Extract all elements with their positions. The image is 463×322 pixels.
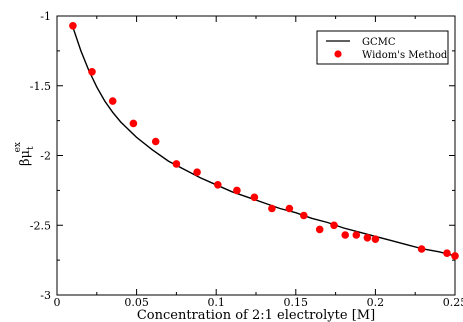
legend-box [316,30,449,65]
x-tick-label: 0.05 [124,296,149,309]
y-tick-label: -2 [40,150,51,163]
y-axis-ticks: -3 -2.5 -2 -1.5 -1 [30,10,455,302]
y-axis-title-base: βμ [18,150,33,166]
legend: GCMC Widom's Method [316,30,449,65]
x-tick-label: 0.2 [367,296,385,309]
x-axis-title: Concentration of 2:1 electrolyte [M] [137,308,375,322]
data-point-widom [341,231,350,239]
data-point-widom [330,221,338,230]
data-point-widom [300,211,308,220]
data-point-widom [129,119,138,128]
x-axis-ticks: 0 0.05 0.1 0.15 0.2 0.25 [54,16,463,309]
data-point-widom [363,234,372,242]
legend-label-gcmc: GCMC [362,37,396,48]
y-tick-label: -1.5 [30,80,51,93]
y-tick-label: -2.5 [30,219,51,232]
data-point-widom [108,97,117,105]
y-axis-title: βμtex [13,142,36,166]
data-point-widom [285,204,294,213]
y-axis-title-superscript: ex [13,142,23,152]
svg-text:βμtex: βμtex [13,142,36,166]
data-point-widom [172,160,181,168]
data-point-widom [250,193,259,202]
series-layer [69,22,459,260]
data-point-widom [69,22,77,30]
data-point-widom [451,252,459,260]
y-tick-label: -3 [40,289,51,302]
data-point-widom [417,245,426,253]
data-point-widom [315,225,324,234]
data-point-widom [352,231,361,239]
data-point-widom [214,181,222,189]
legend-label-widom: Widom's Method [362,50,448,61]
data-point-widom [233,186,241,195]
data-point-widom [268,204,276,213]
data-point-widom [151,137,160,146]
legend-marker-swatch-widom [334,50,342,58]
data-point-widom [193,168,201,176]
x-tick-label: 0.15 [284,296,309,309]
y-tick-label: -1 [40,10,51,23]
data-point-widom [88,68,96,76]
data-point-widom [371,235,380,243]
x-tick-label: 0.1 [207,296,225,309]
x-tick-label: 0.25 [443,296,463,309]
x-tick-label: 0 [54,296,61,309]
data-point-widom [443,249,451,257]
series-line-gcmc [72,26,456,257]
y-axis-title-subscript: t [26,146,36,150]
